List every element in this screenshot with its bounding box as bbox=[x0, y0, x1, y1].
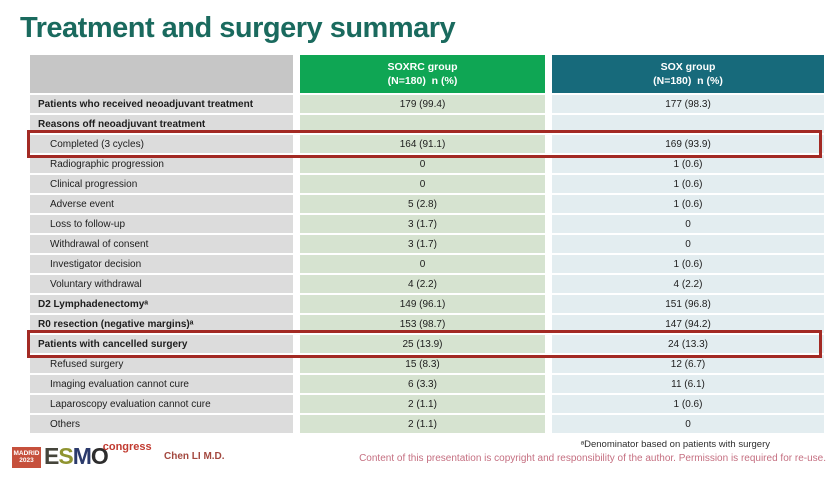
soxrc-value: 179 (99.4) bbox=[300, 95, 545, 113]
table-body: Patients who received neoadjuvant treatm… bbox=[30, 95, 825, 433]
header-soxrc-group: SOXRC group (N=180) n (%) bbox=[300, 55, 545, 93]
sox-value: 4 (2.2) bbox=[552, 275, 824, 293]
denominator-footnote: ᵃDenominator based on patients with surg… bbox=[580, 439, 770, 450]
sox-value: 12 (6.7) bbox=[552, 355, 824, 373]
sox-value: 1 (0.6) bbox=[552, 395, 824, 413]
esmo-letter-m: M bbox=[72, 443, 92, 469]
treatment-surgery-table: SOXRC group (N=180) n (%) SOX group (N=1… bbox=[30, 55, 825, 433]
soxrc-value: 149 (96.1) bbox=[300, 295, 545, 313]
sox-value: 24 (13.3) bbox=[552, 335, 824, 353]
soxrc-value: 15 (8.3) bbox=[300, 355, 545, 373]
sox-value: 1 (0.6) bbox=[552, 255, 824, 273]
soxrc-value: 3 (1.7) bbox=[300, 215, 545, 233]
header-sox-line1: SOX group bbox=[660, 60, 716, 73]
soxrc-value: 4 (2.2) bbox=[300, 275, 545, 293]
soxrc-value: 0 bbox=[300, 155, 545, 173]
row-label: Others bbox=[30, 415, 293, 433]
header-soxrc-line2: (N=180) n (%) bbox=[387, 75, 458, 87]
table-row: Withdrawal of consent 3 (1.7) 0 bbox=[30, 235, 825, 253]
esmo-letter-s: S bbox=[58, 443, 73, 469]
soxrc-value: 2 (1.1) bbox=[300, 395, 545, 413]
madrid-2023-badge: MADRID 2023 bbox=[12, 446, 41, 468]
table-row: Voluntary withdrawal 4 (2.2) 4 (2.2) bbox=[30, 275, 825, 293]
row-label: Imaging evaluation cannot cure bbox=[30, 375, 293, 393]
row-label: Reasons off neoadjuvant treatment bbox=[30, 115, 293, 133]
sox-value: 147 (94.2) bbox=[552, 315, 824, 333]
row-label: Withdrawal of consent bbox=[30, 235, 293, 253]
table-row: Others 2 (1.1) 0 bbox=[30, 415, 825, 433]
soxrc-value: 25 (13.9) bbox=[300, 335, 545, 353]
row-label: Completed (3 cycles) bbox=[30, 135, 293, 153]
table-row: Radiographic progression 0 1 (0.6) bbox=[30, 155, 825, 173]
sox-value: 0 bbox=[552, 235, 824, 253]
esmo-letter-e: E bbox=[44, 443, 59, 469]
header-empty-cell bbox=[30, 55, 293, 93]
table-row: R0 resection (negative margins)ᵃ 153 (98.… bbox=[30, 315, 825, 333]
madrid-label: MADRID bbox=[13, 449, 40, 457]
row-label: Adverse event bbox=[30, 195, 293, 213]
soxrc-value: 164 (91.1) bbox=[300, 135, 545, 153]
row-label: Clinical progression bbox=[30, 175, 293, 193]
esmo-letter-o: O bbox=[90, 443, 109, 469]
soxrc-value: 3 (1.7) bbox=[300, 235, 545, 253]
table-row: Investigator decision 0 1 (0.6) bbox=[30, 255, 825, 273]
soxrc-value: 2 (1.1) bbox=[300, 415, 545, 433]
table-header-row: SOXRC group (N=180) n (%) SOX group (N=1… bbox=[30, 55, 825, 93]
presenter-name: Chen LI M.D. bbox=[164, 451, 225, 462]
soxrc-value: 5 (2.8) bbox=[300, 195, 545, 213]
row-label: D2 Lymphadenectomyᵃ bbox=[30, 295, 293, 313]
esmo-congress-logo: MADRID 2023 ESMO congress bbox=[12, 440, 157, 470]
table-row: D2 Lymphadenectomyᵃ 149 (96.1) 151 (96.8) bbox=[30, 295, 825, 313]
sox-value: 1 (0.6) bbox=[552, 155, 824, 173]
row-label: Patients who received neoadjuvant treatm… bbox=[30, 95, 293, 113]
table-row: Reasons off neoadjuvant treatment bbox=[30, 115, 825, 133]
row-label: Loss to follow-up bbox=[30, 215, 293, 233]
row-label: Patients with cancelled surgery bbox=[30, 335, 293, 353]
table-row: Adverse event 5 (2.8) 1 (0.6) bbox=[30, 195, 825, 213]
sox-value: 151 (96.8) bbox=[552, 295, 824, 313]
table-row: Patients with cancelled surgery 25 (13.9)… bbox=[30, 335, 825, 353]
table-row: Refused surgery 15 (8.3) 12 (6.7) bbox=[30, 355, 825, 373]
copyright-notice: Content of this presentation is copyrigh… bbox=[359, 453, 826, 464]
soxrc-value: 153 (98.7) bbox=[300, 315, 545, 333]
header-soxrc-line1: SOXRC group bbox=[387, 60, 458, 73]
sox-value: 1 (0.6) bbox=[552, 175, 824, 193]
table-row: Loss to follow-up 3 (1.7) 0 bbox=[30, 215, 825, 233]
soxrc-value: 0 bbox=[300, 255, 545, 273]
table-row: Clinical progression 0 1 (0.6) bbox=[30, 175, 825, 193]
row-label: Laparoscopy evaluation cannot cure bbox=[30, 395, 293, 413]
header-sox-line2: (N=180) n (%) bbox=[653, 75, 723, 87]
congress-label: congress bbox=[102, 441, 152, 453]
row-label: Investigator decision bbox=[30, 255, 293, 273]
row-label: R0 resection (negative margins)ᵃ bbox=[30, 315, 293, 333]
row-label: Radiographic progression bbox=[30, 155, 293, 173]
sox-value bbox=[552, 115, 824, 133]
sox-value: 169 (93.9) bbox=[552, 135, 824, 153]
table-row: Imaging evaluation cannot cure 6 (3.3) 11 … bbox=[30, 375, 825, 393]
sox-value: 0 bbox=[552, 415, 824, 433]
row-label: Voluntary withdrawal bbox=[30, 275, 293, 293]
soxrc-value bbox=[300, 115, 545, 133]
table-row: Completed (3 cycles) 164 (91.1) 169 (93.9) bbox=[30, 135, 825, 153]
soxrc-value: 6 (3.3) bbox=[300, 375, 545, 393]
table-row: Patients who received neoadjuvant treatm… bbox=[30, 95, 825, 113]
sox-value: 177 (98.3) bbox=[552, 95, 824, 113]
table-row: Laparoscopy evaluation cannot cure 2 (1.1… bbox=[30, 395, 825, 413]
slide-title: Treatment and surgery summary bbox=[20, 12, 456, 44]
soxrc-value: 0 bbox=[300, 175, 545, 193]
sox-value: 11 (6.1) bbox=[552, 375, 824, 393]
header-sox-group: SOX group (N=180) n (%) bbox=[552, 55, 824, 93]
sox-value: 1 (0.6) bbox=[552, 195, 824, 213]
row-label: Refused surgery bbox=[30, 355, 293, 373]
sox-value: 0 bbox=[552, 215, 824, 233]
year-label: 2023 bbox=[19, 457, 34, 464]
esmo-wordmark: ESMO bbox=[44, 443, 109, 470]
